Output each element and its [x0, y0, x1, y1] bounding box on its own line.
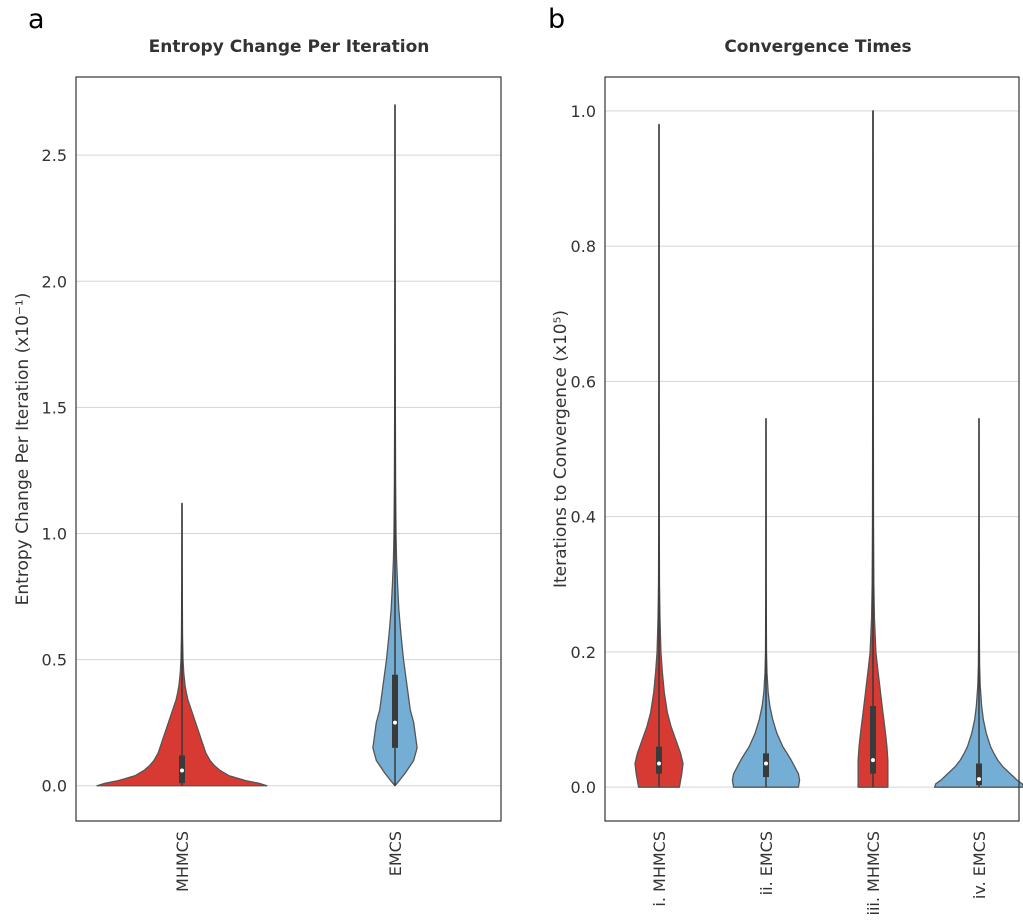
- panel-b-violin-box: [870, 706, 876, 774]
- panel-b-x-tick-label: ii. EMCS: [757, 831, 776, 895]
- panel-b-letter: b: [548, 4, 565, 35]
- panel-a-gridlines: [76, 154, 501, 787]
- panel-b-x-tick-label: iii. MHMCS: [864, 831, 883, 915]
- panel-a-title: Entropy Change Per Iteration: [149, 37, 430, 57]
- panel-b-violin-median: [871, 758, 875, 763]
- panel-b-chart: b Convergence Times 0.0 0.2 0.4 0.6 0.8 1.0 i…: [548, 4, 1023, 915]
- panel-a-y-tick-label: 0.0: [42, 777, 67, 796]
- panel-b-y-tick-label: 1.0: [571, 102, 596, 121]
- panel-b-y-ticks: 0.0 0.2 0.4 0.6 0.8 1.0: [571, 102, 596, 797]
- panel-b-violin-median: [764, 761, 768, 766]
- panel-a-y-tick-label: 2.5: [42, 146, 67, 165]
- panel-a-y-axis-label: Entropy Change Per Iteration (x10⁻¹): [13, 293, 33, 606]
- panel-a-violins: [96, 104, 418, 787]
- panel-b-gridlines: [605, 110, 1019, 788]
- panel-a-violin-box: [392, 674, 398, 748]
- panel-a-chart: a Entropy Change Per Iteration 0.0 0.5 1.0…: [13, 4, 502, 892]
- panel-a-x-tick-label: MHMCS: [173, 831, 192, 892]
- panel-b-x-ticks: i. MHMCS ii. EMCS iii. MHMCS iv. EMCS: [650, 831, 989, 915]
- panel-b-y-tick-label: 0.8: [571, 237, 596, 256]
- panel-b-violin-box: [656, 746, 662, 774]
- panel-a-y-tick-label: 1.0: [42, 524, 67, 543]
- panel-b-violins: [634, 110, 1023, 788]
- panel-b-x-tick-label: iv. EMCS: [970, 831, 989, 899]
- panel-a-y-tick-label: 1.5: [42, 398, 67, 417]
- panel-b-violin-median: [657, 761, 661, 766]
- panel-a-y-ticks: 0.0 0.5 1.0 1.5 2.0 2.5: [42, 146, 67, 796]
- panel-b-violin-box: [976, 763, 982, 786]
- panel-b-x-tick-label: i. MHMCS: [650, 831, 669, 907]
- panel-a-violin-median: [180, 768, 184, 773]
- panel-b-violin-median: [977, 777, 981, 782]
- panel-b-y-tick-label: 0.0: [571, 778, 596, 797]
- panel-b-plot-frame: [604, 76, 1020, 822]
- panel-a-plot-frame: [75, 76, 502, 822]
- panel-a-violin-median: [393, 720, 397, 725]
- panel-b-y-tick-label: 0.4: [571, 508, 596, 527]
- panel-a-y-tick-label: 0.5: [42, 651, 67, 670]
- panel-a-x-tick-label: EMCS: [386, 831, 405, 876]
- panel-a-letter: a: [28, 4, 45, 35]
- panel-a-x-ticks: MHMCS EMCS: [173, 831, 405, 892]
- panel-b-title: Convergence Times: [724, 37, 911, 57]
- panel-b-y-tick-label: 0.6: [571, 372, 596, 391]
- panel-b-y-axis-label: Iterations to Convergence (x10⁵): [551, 310, 571, 588]
- panel-b-y-tick-label: 0.2: [571, 643, 596, 662]
- panel-a-y-tick-label: 2.0: [42, 272, 67, 291]
